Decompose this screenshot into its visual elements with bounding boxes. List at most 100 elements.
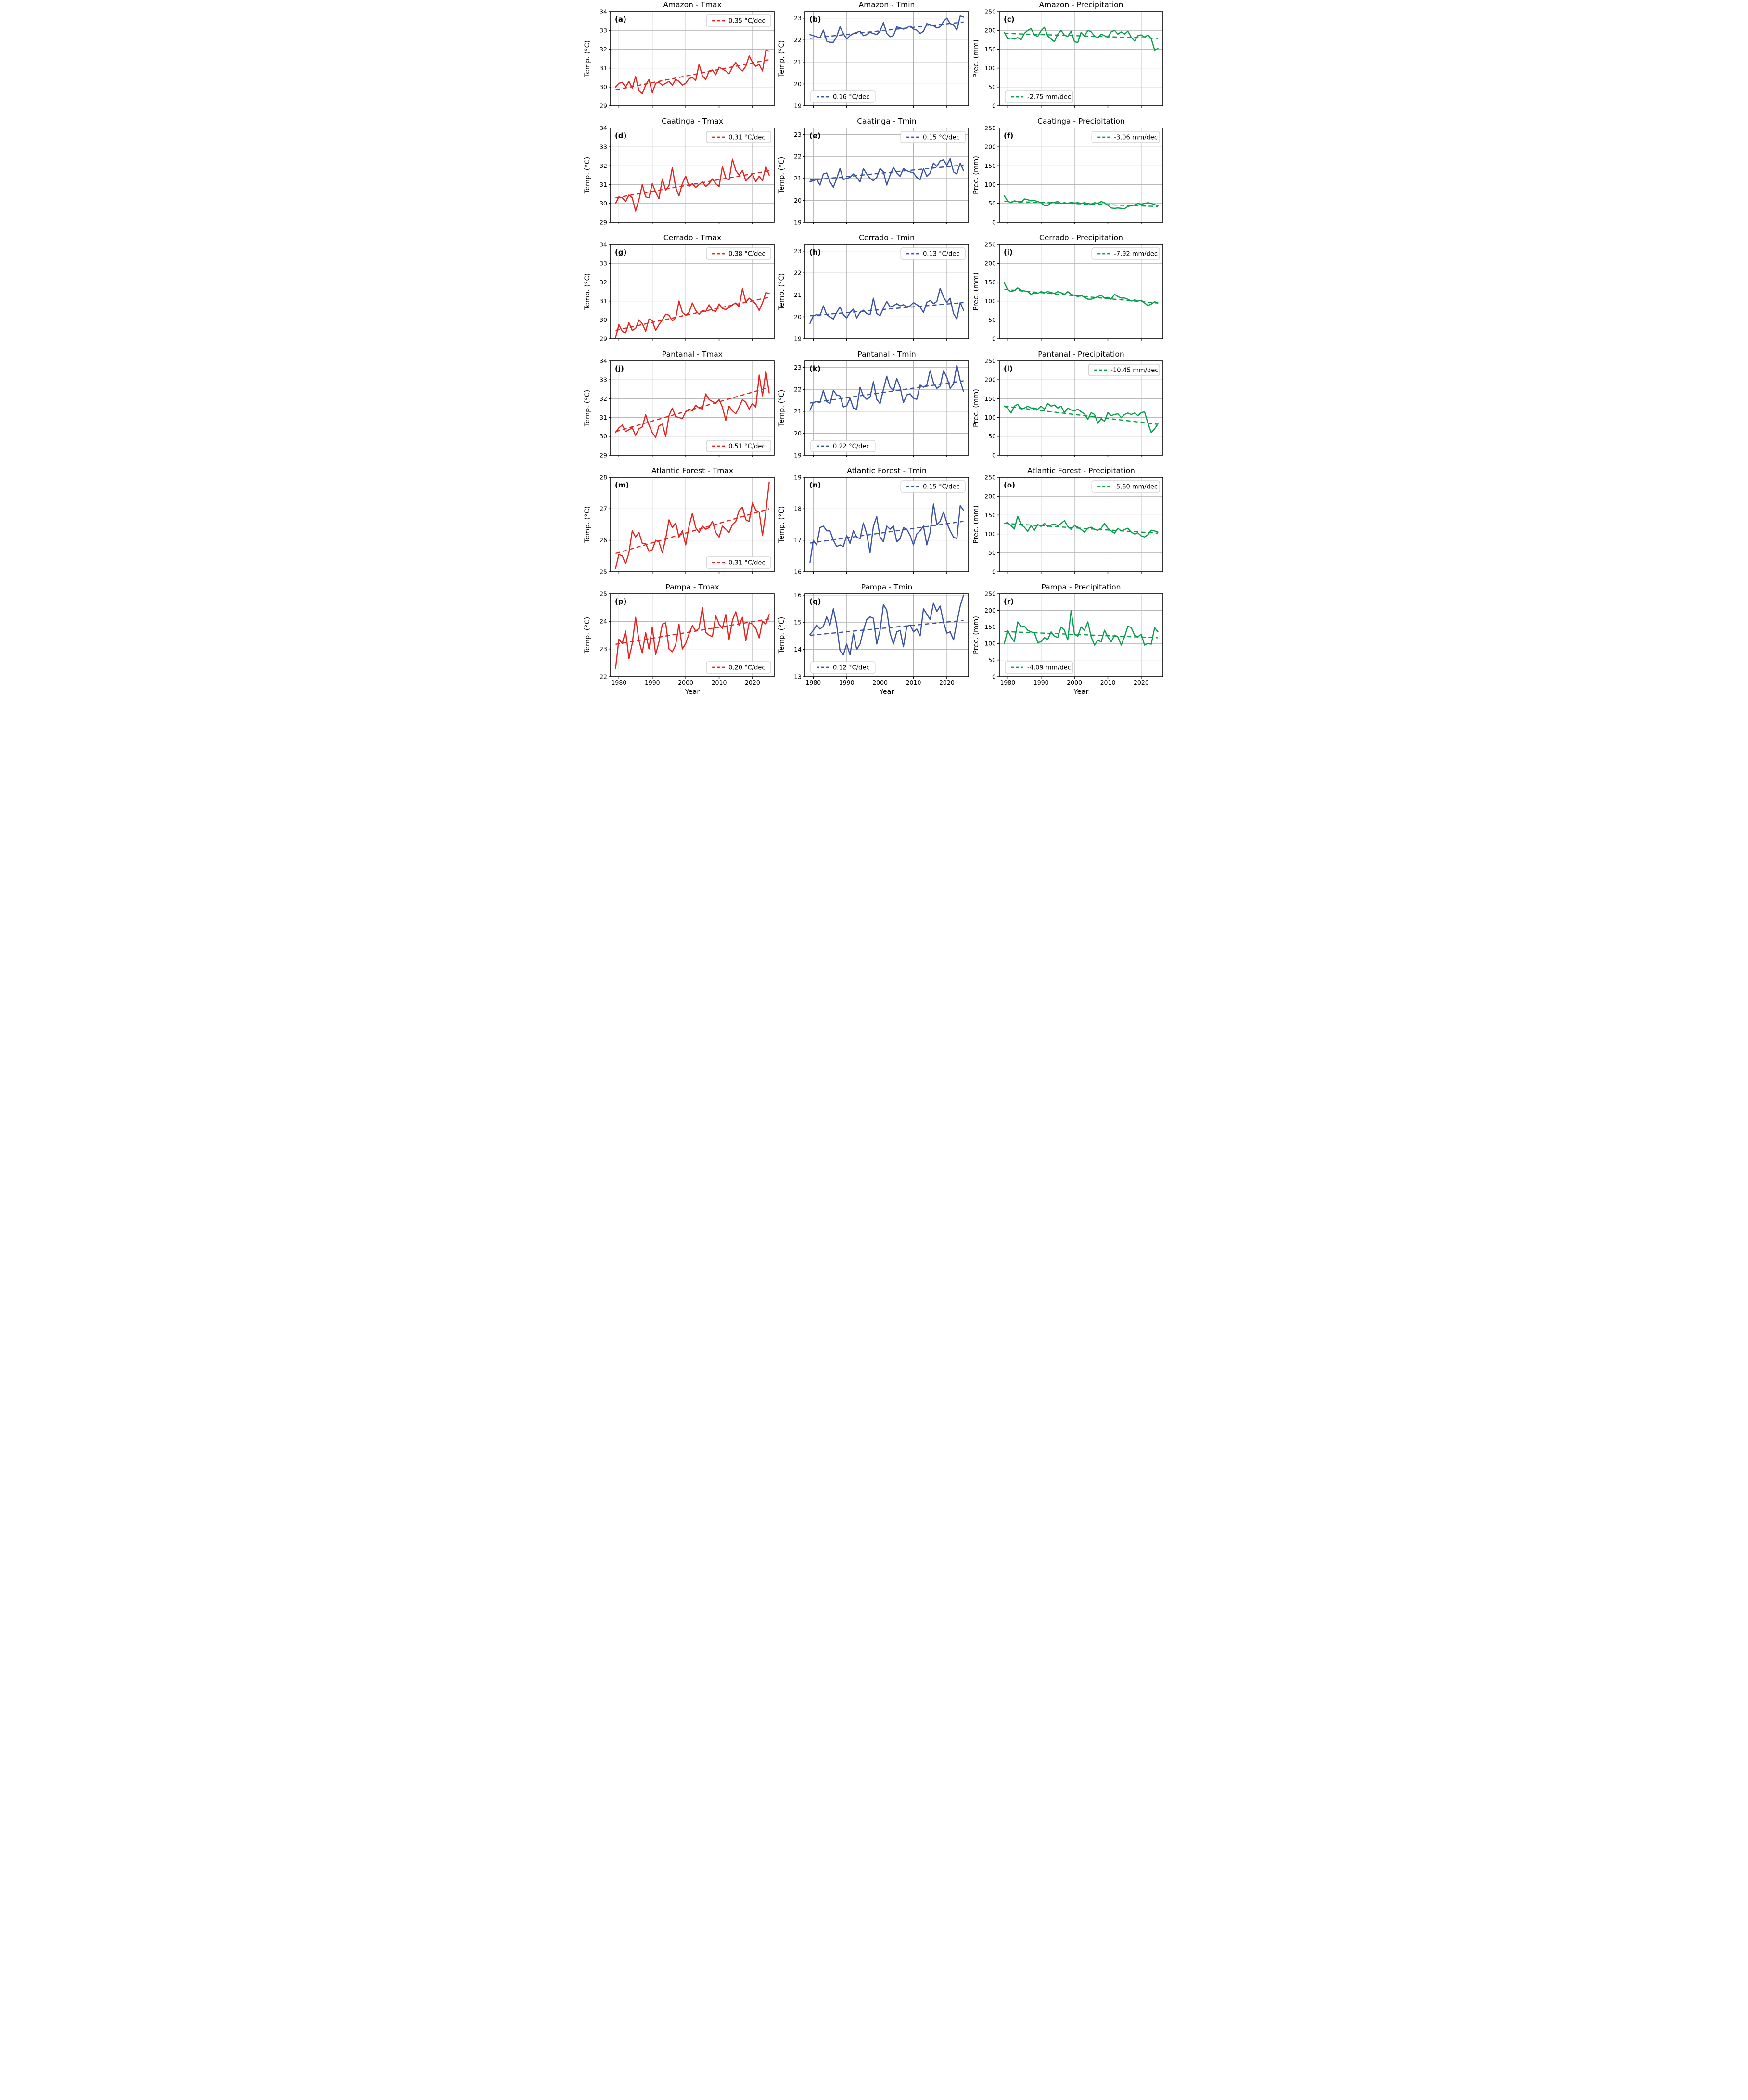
y-tick-label: 29 bbox=[600, 102, 607, 109]
y-tick-label: 22 bbox=[794, 153, 802, 160]
y-tick-label: 100 bbox=[984, 181, 996, 188]
axes-box bbox=[998, 128, 1163, 223]
legend-label: 0.35 °C/dec bbox=[728, 18, 765, 25]
y-tick-label: 19 bbox=[794, 451, 802, 459]
y-tick-label: 28 bbox=[600, 474, 607, 481]
y-tick-label: 0 bbox=[992, 335, 996, 342]
y-tick-label: 19 bbox=[794, 218, 802, 226]
panel-b: 19 20 21 22 23 Amazon - Tmin Temp. (°C) (b) 0.16… bbox=[778, 0, 969, 109]
x-tick-label: 1980 bbox=[1000, 679, 1015, 686]
y-tick-label: 29 bbox=[600, 218, 607, 226]
axes-box bbox=[804, 11, 969, 106]
series-line-tmin bbox=[809, 594, 964, 656]
axes-box bbox=[998, 477, 1163, 572]
panel-title: Pantanal - Tmax bbox=[662, 350, 723, 359]
y-tick-label: 21 bbox=[794, 291, 802, 298]
panel-k: 19 20 21 22 23 Pantanal - Tmin Temp. (°C) (k) 0.… bbox=[778, 350, 969, 459]
legend-box bbox=[900, 480, 966, 493]
panel-title: Caatinga - Tmax bbox=[661, 117, 723, 126]
y-axis-label: Prec. (mm) bbox=[972, 156, 980, 194]
y-tick-label: 23 bbox=[794, 247, 802, 255]
y-tick-label: 250 bbox=[984, 357, 996, 364]
x-tick-label: 1990 bbox=[839, 679, 854, 686]
trend-line bbox=[809, 380, 964, 404]
legend-label: 0.51 °C/dec bbox=[728, 443, 765, 450]
y-tick-label: 0 bbox=[992, 451, 996, 459]
y-axis-label: Temp. (°C) bbox=[778, 390, 786, 427]
trend-line bbox=[615, 170, 769, 199]
x-tick-label: 2020 bbox=[939, 679, 954, 686]
y-tick-label: 50 bbox=[988, 549, 996, 556]
legend-label: 0.13 °C/dec bbox=[923, 251, 959, 258]
y-tick-label: 20 bbox=[794, 430, 802, 437]
axes-box bbox=[610, 477, 775, 572]
legend-box bbox=[810, 90, 875, 103]
y-tick-label: 24 bbox=[600, 618, 607, 625]
panel-e: 19 20 21 22 23 Caatinga - Tmin Temp. (°C) (e) 0.… bbox=[778, 117, 969, 226]
y-tick-label: 32 bbox=[600, 46, 607, 53]
x-tick-label: 2010 bbox=[1100, 679, 1115, 686]
y-tick-label: 100 bbox=[984, 530, 996, 538]
trend-line bbox=[1004, 405, 1158, 425]
y-tick-label: 26 bbox=[600, 537, 607, 544]
y-axis-label: Temp. (°C) bbox=[778, 157, 786, 194]
y-tick-label: 22 bbox=[794, 37, 802, 44]
panel-letter: (b) bbox=[809, 15, 821, 24]
y-tick-label: 100 bbox=[984, 64, 996, 72]
panel-title: Caatinga - Precipitation bbox=[1037, 117, 1125, 126]
y-tick-label: 100 bbox=[984, 414, 996, 421]
y-tick-label: 200 bbox=[984, 493, 996, 500]
panel-title: Pampa - Precipitation bbox=[1041, 583, 1121, 591]
legend-label: 0.31 °C/dec bbox=[728, 134, 765, 141]
panel-title: Amazon - Tmax bbox=[663, 0, 721, 9]
legend-box bbox=[1088, 364, 1160, 376]
y-tick-label: 13 bbox=[794, 673, 802, 680]
legend-label: -4.09 mm/dec bbox=[1027, 665, 1071, 672]
series-line-tmax bbox=[614, 607, 770, 669]
trend-line bbox=[1004, 631, 1158, 639]
y-tick-label: 23 bbox=[600, 645, 607, 653]
x-tick-label: 1990 bbox=[1033, 679, 1048, 686]
y-tick-label: 19 bbox=[794, 102, 802, 109]
x-tick-label: 2010 bbox=[906, 679, 921, 686]
y-tick-label: 32 bbox=[600, 162, 607, 169]
panel-i: 0 50 100 150 200 250 Cerrado - Precipitation Pr… bbox=[972, 233, 1163, 342]
series-line-prec bbox=[1003, 515, 1159, 538]
y-tick-label: 31 bbox=[600, 414, 607, 421]
axes-box bbox=[804, 593, 969, 677]
legend-box bbox=[706, 440, 771, 452]
series-line-tmax bbox=[614, 481, 770, 569]
legend-box bbox=[1004, 90, 1073, 103]
legend-box bbox=[706, 661, 771, 674]
legend-box bbox=[706, 247, 771, 260]
y-tick-label: 250 bbox=[984, 124, 996, 131]
y-tick-label: 150 bbox=[984, 512, 996, 519]
panel-p: 1980 1990 2000 2010 2020 22 23 24 25 Pampa - Tmax… bbox=[584, 583, 775, 696]
y-axis-label: Temp. (°C) bbox=[584, 157, 591, 194]
y-tick-label: 0 bbox=[992, 102, 996, 109]
legend-label: 0.15 °C/dec bbox=[923, 484, 959, 491]
y-tick-label: 34 bbox=[600, 8, 607, 15]
y-tick-label: 20 bbox=[794, 197, 802, 204]
trend-line bbox=[809, 164, 964, 181]
y-tick-label: 33 bbox=[600, 27, 607, 34]
y-tick-label: 250 bbox=[984, 474, 996, 481]
panel-title: Pantanal - Precipitation bbox=[1038, 350, 1124, 359]
y-tick-label: 50 bbox=[988, 433, 996, 440]
series-line-prec bbox=[1003, 195, 1159, 210]
trend-line bbox=[809, 21, 964, 39]
x-axis-label: Year bbox=[1073, 688, 1088, 696]
axes-box bbox=[804, 360, 969, 456]
y-tick-label: 31 bbox=[600, 181, 607, 188]
panel-l: 0 50 100 150 200 250 Pantanal - Precipitation P… bbox=[972, 350, 1163, 459]
trend-line bbox=[1004, 200, 1158, 207]
trend-line bbox=[615, 508, 769, 554]
y-tick-label: 31 bbox=[600, 297, 607, 305]
panel-letter: (h) bbox=[809, 248, 821, 256]
y-tick-label: 23 bbox=[794, 131, 802, 138]
trend-line bbox=[615, 296, 769, 331]
panel-h: 19 20 21 22 23 Cerrado - Tmin Temp. (°C) (h) 0.1… bbox=[778, 233, 969, 342]
y-tick-label: 29 bbox=[600, 451, 607, 459]
legend-box bbox=[900, 247, 966, 260]
y-tick-label: 250 bbox=[984, 590, 996, 597]
